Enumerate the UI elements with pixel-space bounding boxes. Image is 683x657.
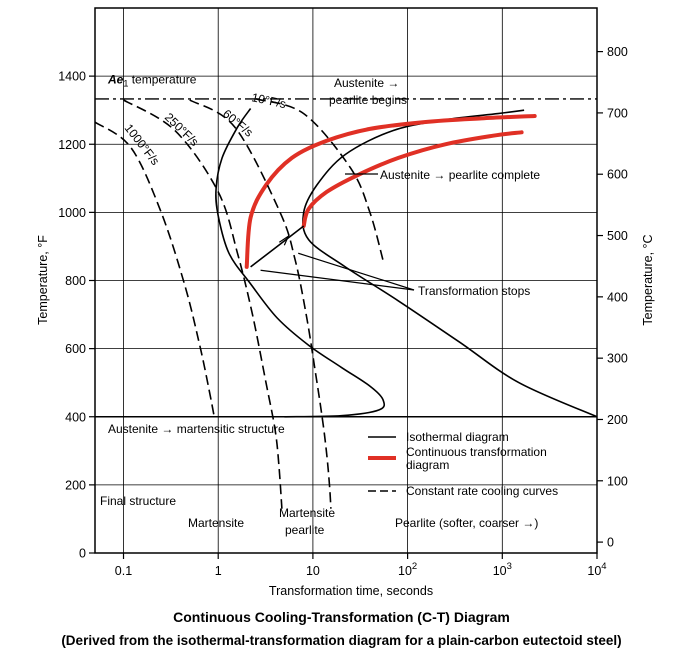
ae1-label: Ae1 temperature <box>107 73 197 89</box>
x-tick-label: 103 <box>493 561 512 578</box>
rate-label-250: 250°F/s <box>162 110 202 149</box>
y-tick-label-c: 400 <box>607 290 628 304</box>
x-tick-label: 10 <box>306 564 320 578</box>
transformation-stops-label: Transformation stops <box>418 284 530 298</box>
axes: 0 200 400 600 800 1000 1200 1400 0 100 200 300 400 50… <box>36 7 655 598</box>
annotations: Ae1 temperature10°F/s60°F/s250°F/s1000°F… <box>100 73 540 537</box>
rate-label-60: 60°F/s <box>220 107 256 140</box>
chart-caption-subtitle: (Derived from the isothermal-transformat… <box>61 633 622 648</box>
martensite-label: Martensite <box>188 516 244 530</box>
rate-label-10: 10°F/s <box>250 90 287 111</box>
y-tick-label-c: 800 <box>607 45 628 59</box>
pearlite-label: Pearlite (softer, coarser →) <box>395 516 538 530</box>
pearlite-begins-label-1: Austenite → <box>334 76 399 90</box>
legend-label: Constant rate cooling curves <box>406 484 558 498</box>
pearlite-complete-label: Austenite → pearlite complete <box>380 168 540 182</box>
x-tick-label: 1 <box>215 564 222 578</box>
transformation-stops-line <box>250 225 305 268</box>
grid <box>95 8 597 553</box>
y-tick-label-f: 1200 <box>58 138 86 152</box>
transformation-stops-leader <box>298 252 415 291</box>
y-tick-label-c: 200 <box>607 413 628 427</box>
y-tick-label-c: 700 <box>607 106 628 120</box>
transformation-stops-leader <box>260 269 415 291</box>
y-tick-label-c: 100 <box>607 474 628 488</box>
y-tick-label-f: 1400 <box>58 70 86 84</box>
y-tick-label-c: 500 <box>607 229 628 243</box>
final-structure-label: Final structure <box>100 494 176 508</box>
cooling-curve <box>189 99 332 509</box>
x-axis-title: Transformation time, seconds <box>269 584 433 598</box>
martensitic-structure-label: Austenite → martensitic structure <box>108 422 285 436</box>
x-tick-label: 104 <box>587 561 606 578</box>
cooling-curve <box>123 99 283 509</box>
y-tick-label-c: 600 <box>607 168 628 182</box>
cooling-curve <box>255 98 384 261</box>
y-axis-title-right: Temperature, °C <box>641 234 655 325</box>
x-tick-label: 102 <box>398 561 417 578</box>
cooling-curve <box>94 121 215 416</box>
y-tick-label-f: 200 <box>65 478 86 492</box>
y-tick-label-f: 1000 <box>58 206 86 220</box>
x-tick-label: 0.1 <box>115 564 132 578</box>
pearlite-begins-label-2: pearlite begins <box>329 93 407 107</box>
chart-caption-title: Continuous Cooling-Transformation (C-T) … <box>173 609 510 625</box>
y-tick-label-f: 400 <box>65 410 86 424</box>
martensite-pearlite-label-1: Martensite <box>279 506 335 520</box>
martensite-pearlite-label-2: pearlite <box>285 523 325 537</box>
y-axis-title-left: Temperature, °F <box>36 235 50 325</box>
legend-label: Isothermal diagram <box>406 430 509 444</box>
stops-arrow-head <box>278 234 290 246</box>
y-tick-label-c: 300 <box>607 352 628 366</box>
series <box>94 98 598 509</box>
y-tick-label-f: 800 <box>65 274 86 288</box>
y-tick-label-c: 0 <box>607 536 614 550</box>
isothermal-curve <box>215 108 386 418</box>
cct-curve <box>244 114 537 269</box>
cct-chart: 0 200 400 600 800 1000 1200 1400 0 100 200 300 400 50… <box>36 7 655 598</box>
y-tick-label-f: 0 <box>79 547 86 561</box>
cct-curve <box>301 130 524 228</box>
y-tick-label-f: 600 <box>65 342 86 356</box>
legend-label: Continuous transformation diagram <box>406 445 547 472</box>
